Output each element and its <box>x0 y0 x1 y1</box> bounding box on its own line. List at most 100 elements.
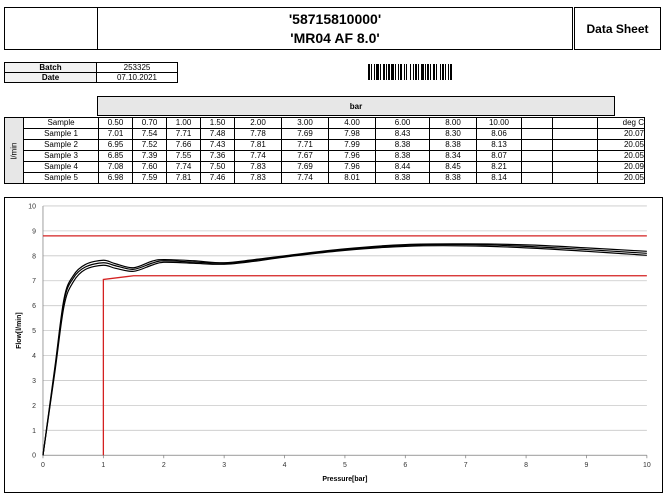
barcode-bar <box>368 64 370 80</box>
flow-value <box>521 172 553 184</box>
temp-value: 20.05 <box>597 150 645 162</box>
y-axis-label: Flow[l/min] <box>16 312 23 349</box>
flow-value: 7.96 <box>328 150 376 162</box>
table-row: Sample 2 6.95 7.52 7.66 7.43 7.81 7.71 7.99 8.38… <box>5 139 645 151</box>
barcode-bar <box>410 64 411 80</box>
pressure-header: 2.00 <box>234 117 282 129</box>
y-tick-label: 0 <box>32 453 36 460</box>
x-tick-label: 3 <box>222 462 226 469</box>
barcode-bar <box>436 64 437 80</box>
header-blank-cell <box>4 7 98 50</box>
barcode-bar <box>418 64 419 80</box>
barcode-bar <box>440 64 441 80</box>
barcode-bar <box>421 64 424 80</box>
flow-value: 7.39 <box>132 150 167 162</box>
flow-series-line <box>42 243 647 456</box>
doc-type-title: Data Sheet <box>574 7 661 50</box>
x-tick-label: 6 <box>403 462 407 469</box>
flow-series-line <box>42 243 647 456</box>
measurement-table: l/min Sample 0.50 0.70 1.00 1.50 2.00 3.00 4.00 6… <box>4 117 645 184</box>
temp-value: 20.07 <box>597 128 645 140</box>
flow-value: 8.07 <box>476 150 522 162</box>
flow-value <box>521 139 553 151</box>
flow-value: 8.38 <box>429 172 477 184</box>
barcode-bar <box>430 64 431 80</box>
pressure-header: 8.00 <box>429 117 477 129</box>
flow-value: 7.52 <box>132 139 167 151</box>
sample-name: Sample 4 <box>23 161 99 173</box>
barcode-bar <box>442 64 444 80</box>
barcode-bar <box>445 64 446 80</box>
y-tick-label: 6 <box>32 303 36 310</box>
barcode-bar <box>406 64 407 80</box>
flow-chart: 0 1 2 3 4 5 6 7 8 9 10 0 1 2 3 4 5 6 7 8 9 10 Pressure[bar] Flo… <box>4 197 663 493</box>
barcode-bar <box>427 64 429 80</box>
flow-value: 7.98 <box>328 128 376 140</box>
x-tick-label: 1 <box>101 462 105 469</box>
sample-name: Sample 3 <box>23 150 99 162</box>
x-tick-label: 9 <box>585 462 589 469</box>
pressure-header <box>552 117 598 129</box>
sample-name: Sample 1 <box>23 128 99 140</box>
x-tick-label: 8 <box>524 462 528 469</box>
flow-value <box>521 161 553 173</box>
barcode-bar <box>413 64 414 80</box>
flow-value: 8.45 <box>429 161 477 173</box>
y-tick-label: 2 <box>32 403 36 410</box>
y-tick-label: 7 <box>32 278 36 285</box>
barcode-bar <box>371 64 372 80</box>
sample-name: Sample 5 <box>23 172 99 184</box>
flow-value: 7.54 <box>132 128 167 140</box>
pressure-header: 10.00 <box>476 117 522 129</box>
flow-value: 7.78 <box>234 128 282 140</box>
flow-value: 7.08 <box>98 161 133 173</box>
flow-value: 8.14 <box>476 172 522 184</box>
flow-value: 7.01 <box>98 128 133 140</box>
barcode-bar <box>391 64 394 80</box>
barcode-bar <box>415 64 417 80</box>
flow-value: 7.48 <box>200 128 235 140</box>
barcode-bar <box>395 64 396 80</box>
flow-value: 7.74 <box>234 150 282 162</box>
table-row: Sample 3 6.85 7.39 7.55 7.36 7.74 7.67 7.96 8.38… <box>5 150 645 162</box>
date-label: Date <box>4 72 97 83</box>
flow-value: 7.55 <box>166 150 201 162</box>
barcode-bar <box>450 64 452 80</box>
barcode-bar <box>388 64 390 80</box>
flow-value: 6.95 <box>98 139 133 151</box>
x-tick-label: 4 <box>283 462 287 469</box>
sample-name: Sample 2 <box>23 139 99 151</box>
part-number: '58715810000' <box>288 10 382 27</box>
flow-value: 8.38 <box>375 150 430 162</box>
flow-value: 8.44 <box>375 161 430 173</box>
header-title-cell: '58715810000' 'MR04 AF 8.0' <box>97 7 573 50</box>
y-tick-label: 5 <box>32 328 36 335</box>
y-tick-label: 8 <box>32 253 36 260</box>
flow-value: 7.50 <box>200 161 235 173</box>
flow-value: 7.43 <box>200 139 235 151</box>
flow-value <box>552 128 598 140</box>
sample-header: Sample <box>23 117 99 129</box>
barcode-bar <box>400 64 402 80</box>
barcode-bar <box>404 64 405 80</box>
flow-value <box>521 128 553 140</box>
barcode-image <box>368 64 452 80</box>
flow-value: 8.43 <box>375 128 430 140</box>
y-tick-label: 3 <box>32 378 36 385</box>
flow-value <box>552 139 598 151</box>
flow-value: 7.69 <box>281 161 329 173</box>
limit-line <box>102 275 647 456</box>
flow-value: 8.06 <box>476 128 522 140</box>
pressure-header: 0.50 <box>98 117 133 129</box>
temp-value: 20.09 <box>597 161 645 173</box>
date-value: 07.10.2021 <box>96 72 178 83</box>
pressure-group-header: bar <box>97 96 615 116</box>
flow-value: 7.59 <box>132 172 167 184</box>
x-tick-label: 5 <box>343 462 347 469</box>
y-tick-label: 9 <box>32 228 36 235</box>
flow-value: 7.36 <box>200 150 235 162</box>
temp-value: 20.05 <box>597 139 645 151</box>
barcode-bar <box>376 64 379 80</box>
flow-value: 7.46 <box>200 172 235 184</box>
pressure-header: 6.00 <box>375 117 430 129</box>
